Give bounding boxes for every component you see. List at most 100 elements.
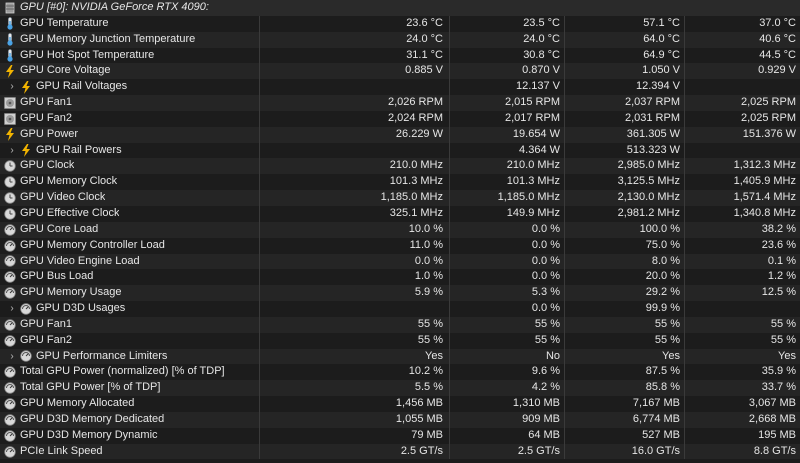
average-value: 38.2 % [761,222,796,235]
sensor-row[interactable]: GPU Fan1 55 % 55 % 55 % 55 % [0,316,800,333]
sensor-row[interactable]: GPU Fan2 55 % 55 % 55 % 55 % [0,332,800,349]
sensor-row[interactable]: GPU Fan1 2,026 RPM 2,015 RPM 2,037 RPM 2,025… [0,95,800,111]
gauge-icon [3,271,16,284]
sensor-row[interactable]: › GPU Performance Limiters Yes No Yes Yes [0,348,800,365]
maximum-value: 513.323 W [565,142,685,159]
current-value: 0.0 % [260,253,450,270]
average-value: 2,025 RPM [740,96,796,109]
minimum-value: 5.3 % [450,285,565,302]
chevron-right-icon[interactable]: › [10,81,14,93]
chevron-right-icon[interactable]: › [10,144,14,156]
maximum-value: 55 % [565,316,685,333]
maximum-value: 100.0 % [565,221,685,238]
average-value: 23.6 % [761,238,796,251]
current-value: 24.0 °C [260,31,450,48]
sensor-row[interactable]: Total GPU Power (normalized) [% of TDP] 1… [0,364,800,381]
group-title: GPU [#0]: NVIDIA GeForce RTX 4090: [20,1,209,13]
current-value: 2,024 RPM [260,110,450,127]
average-value: 35.9 % [761,365,796,378]
maximum-value: 2,037 RPM [565,95,685,111]
average-value: Yes [778,349,796,362]
sensor-row[interactable]: GPU Memory Controller Load 11.0 % 0.0 % 75.… [0,237,800,254]
minimum-value: 0.0 % [450,269,565,286]
average-value: 37.0 °C [759,16,796,29]
maximum-value: 57.1 °C [565,15,685,32]
sensor-label: GPU Memory Clock [20,175,118,188]
sensor-row[interactable]: › GPU Rail Voltages 12.137 V 12.394 V [0,79,800,96]
chevron-right-icon[interactable]: › [10,303,14,315]
current-value: 1.0 % [260,269,450,286]
sensor-label: GPU D3D Memory Dynamic [20,428,158,441]
maximum-value: 20.0 % [565,269,685,286]
gauge-icon [3,413,16,426]
clock-icon [3,192,16,205]
sensor-row[interactable]: › GPU D3D Usages 0.0 % 99.9 % [0,301,800,317]
sensor-row[interactable]: Total GPU Power [% of TDP] 5.5 % 4.2 % 85.8… [0,380,800,397]
average-value: 0.1 % [767,254,796,267]
gauge-icon [3,287,16,300]
sensor-row[interactable]: GPU Hot Spot Temperature 31.1 °C 30.8 °C 64… [0,47,800,64]
sensor-label: GPU Bus Load [20,270,94,283]
minimum-value: 149.9 MHz [450,205,565,222]
minimum-value: 0.0 % [450,237,565,254]
average-value: 40.6 °C [759,32,796,45]
sensor-row[interactable]: GPU Effective Clock 325.1 MHz 149.9 MHz 2,9… [0,205,800,222]
sensor-row[interactable]: GPU Power 26.229 W 19.654 W 361.305 W 151.37… [0,126,800,143]
current-value: 5.5 % [260,380,450,397]
sensor-row[interactable]: GPU Temperature 23.6 °C 23.5 °C 57.1 °C 37.0… [0,15,800,32]
maximum-value: 3,125.5 MHz [565,174,685,191]
sensor-row[interactable]: GPU Memory Junction Temperature 24.0 °C 24… [0,31,800,48]
fan-icon [3,96,16,109]
sensor-row[interactable]: PCIe Link Speed 2.5 GT/s 2.5 GT/s 16.0 GT/s… [0,443,800,460]
sensor-row[interactable]: GPU Video Clock 1,185.0 MHz 1,185.0 MHz 2,1… [0,190,800,206]
average-value: 2,668 MB [748,412,796,425]
sensor-row[interactable]: GPU Core Load 10.0 % 0.0 % 100.0 % 38.2 % [0,221,800,238]
sensor-label: GPU Fan2 [20,333,72,346]
maximum-value: 12.394 V [565,79,685,96]
minimum-value: 30.8 °C [450,47,565,64]
sensor-row[interactable]: GPU Fan2 2,024 RPM 2,017 RPM 2,031 RPM 2,025… [0,110,800,127]
average-value: 1.2 % [767,270,796,283]
maximum-value: 2,981.2 MHz [565,205,685,222]
current-value: 325.1 MHz [260,205,450,222]
average-value: 12.5 % [761,286,796,299]
sensor-row[interactable]: GPU Core Voltage 0.885 V 0.870 V 1.050 V 0.9… [0,63,800,80]
sensor-row[interactable]: GPU D3D Memory Dynamic 79 MB 64 MB 527 MB 19… [0,427,800,444]
current-value: 210.0 MHz [260,158,450,175]
sensor-row[interactable]: GPU D3D Memory Dedicated 1,055 MB 909 MB 6,… [0,411,800,428]
sensor-row[interactable]: › GPU Rail Powers 4.364 W 513.323 W [0,142,800,159]
maximum-value: 64.9 °C [565,47,685,64]
sensor-label: GPU Hot Spot Temperature [20,48,155,61]
sensor-row[interactable]: GPU Bus Load 1.0 % 0.0 % 20.0 % 1.2 % [0,269,800,286]
minimum-value: 55 % [450,332,565,349]
maximum-value: 527 MB [565,427,685,444]
minimum-value: 4.2 % [450,380,565,397]
chevron-right-icon[interactable]: › [10,350,14,362]
sensor-label: GPU Video Engine Load [20,254,140,267]
sensor-label: GPU Video Clock [20,191,106,204]
sensor-row[interactable]: GPU Memory Usage 5.9 % 5.3 % 29.2 % 12.5 % [0,285,800,302]
sensor-label: GPU Fan1 [20,96,72,109]
maximum-value: 99.9 % [565,301,685,317]
current-value: 55 % [260,316,450,333]
group-header[interactable]: GPU [#0]: NVIDIA GeForce RTX 4090: [0,0,800,16]
sensor-label: GPU D3D Memory Dedicated [20,412,165,425]
sensor-label: GPU Memory Usage [20,286,122,299]
minimum-value: 2.5 GT/s [450,443,565,460]
sensor-label: GPU Memory Allocated [20,397,135,410]
sensor-row[interactable]: GPU Memory Clock 101.3 MHz 101.3 MHz 3,125.… [0,174,800,191]
clock-icon [3,207,16,220]
gauge-icon [3,255,16,268]
sensor-row[interactable]: GPU Memory Allocated 1,456 MB 1,310 MB 7,16… [0,396,800,412]
minimum-value: 0.0 % [450,301,565,317]
average-value [685,79,800,95]
current-value [260,301,450,317]
minimum-value: 2,015 RPM [450,95,565,111]
thermometer-icon [3,17,16,30]
gauge-icon [3,445,16,458]
sensor-row[interactable]: GPU Clock 210.0 MHz 210.0 MHz 2,985.0 MHz 1,… [0,158,800,175]
lightning-icon [3,128,16,142]
current-value: 26.229 W [260,126,450,143]
maximum-value: Yes [565,348,685,365]
sensor-row[interactable]: GPU Video Engine Load 0.0 % 0.0 % 8.0 % 0.1 … [0,253,800,270]
